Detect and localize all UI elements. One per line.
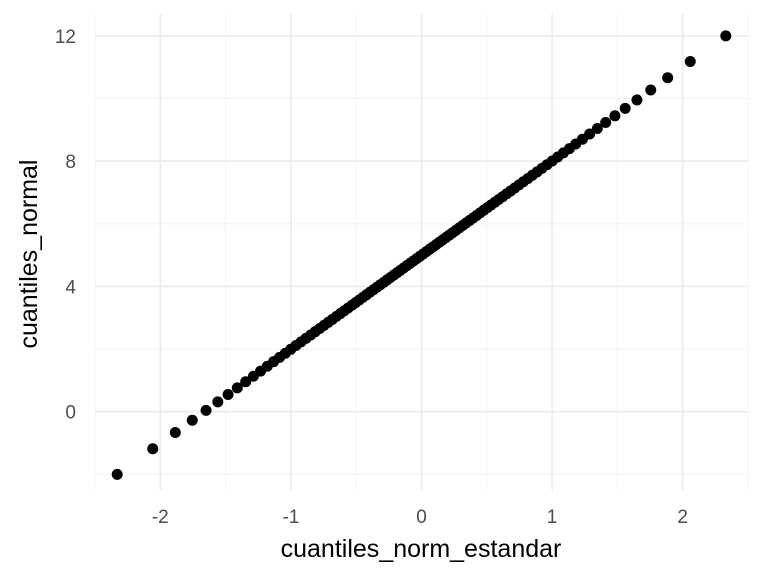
data-point <box>645 84 657 96</box>
data-point <box>231 382 243 394</box>
x-tick-label: -2 <box>152 507 169 528</box>
x-axis-title: cuantiles_norm_estandar <box>281 535 562 563</box>
data-point <box>169 426 181 438</box>
data-point <box>200 404 212 416</box>
y-tick-label: 4 <box>65 277 76 298</box>
y-tick-label: 0 <box>65 403 76 424</box>
y-axis-tick-labels: 0 4 8 12 <box>55 27 77 424</box>
y-tick-label: 12 <box>55 27 76 48</box>
data-point <box>591 122 603 134</box>
data-point <box>684 56 696 68</box>
data-point <box>222 388 234 400</box>
data-point <box>147 443 159 455</box>
x-tick-label: 1 <box>547 507 558 528</box>
data-point <box>240 376 252 388</box>
data-points <box>111 30 732 480</box>
data-point <box>619 102 631 114</box>
data-point <box>212 396 224 408</box>
x-axis-tick-labels: -2 -1 0 1 2 <box>152 507 688 528</box>
data-point <box>609 110 621 122</box>
data-point <box>662 72 674 84</box>
x-tick-label: -1 <box>282 507 299 528</box>
data-point <box>631 94 643 106</box>
data-point <box>720 30 732 42</box>
y-axis-title: cuantiles_normal <box>15 160 43 349</box>
data-point <box>111 468 123 480</box>
data-point <box>600 116 612 128</box>
y-tick-label: 8 <box>65 152 76 173</box>
x-tick-label: 2 <box>677 507 688 528</box>
data-point <box>584 128 596 140</box>
x-tick-label: 0 <box>416 507 427 528</box>
data-point <box>186 414 198 426</box>
